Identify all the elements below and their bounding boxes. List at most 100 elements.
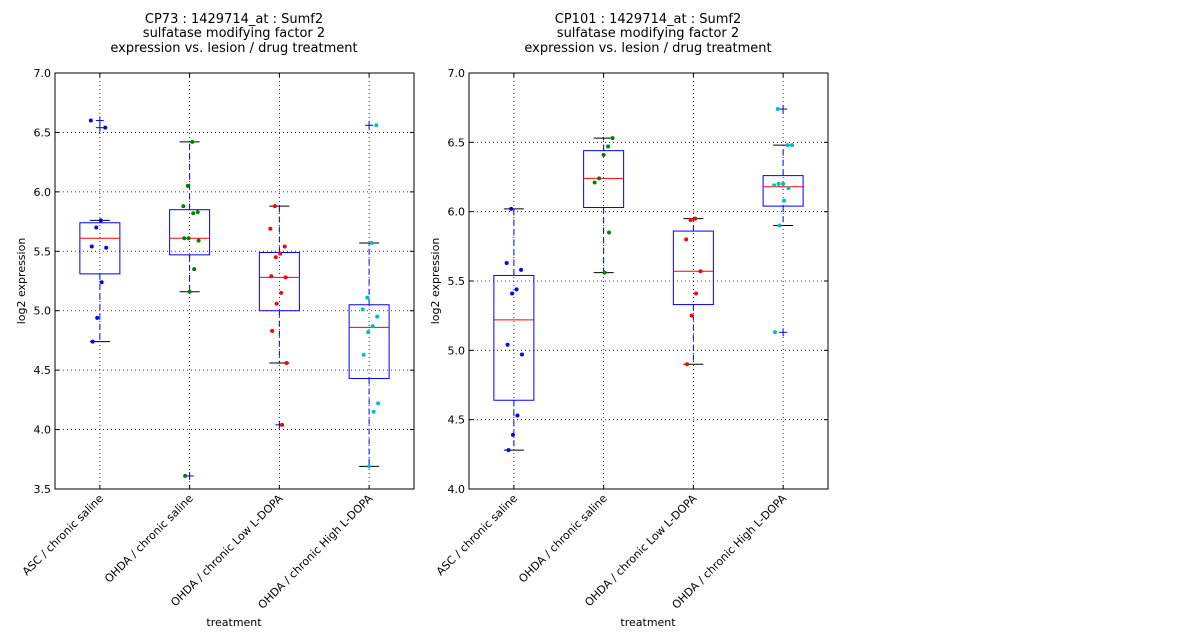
- ytick-label: 7.0: [448, 67, 466, 80]
- data-point: [99, 280, 104, 285]
- ytick-label: 6.0: [34, 186, 52, 199]
- ytick-label: 7.0: [34, 67, 52, 80]
- box: [169, 209, 211, 256]
- data-point: [519, 267, 524, 272]
- panel-right: CP101 : 1429714_at : Sumf2 sulfatase mod…: [429, 12, 829, 629]
- data-point: [186, 236, 191, 241]
- panel-left-title-line-1: CP73 : 1429714_at : Sumf2: [145, 12, 323, 27]
- data-point: [519, 352, 524, 357]
- panel-right-plot: 4.0 4.5 5.0 5.5 6.0 6.5 7.0 ASC / chronic salin…: [434, 67, 829, 612]
- data-point: [273, 255, 278, 260]
- data-point: [374, 123, 379, 128]
- data-point: [376, 401, 381, 406]
- ytick-label: 6.5: [448, 136, 466, 149]
- data-point: [688, 217, 693, 222]
- panel-left-title-line-2: sulfatase modifying factor 2: [143, 26, 325, 41]
- ytick-label: 5.5: [34, 245, 52, 258]
- data-point: [375, 314, 380, 319]
- data-point: [269, 274, 274, 279]
- data-point: [270, 328, 275, 333]
- ytick-label: 4.0: [448, 483, 466, 496]
- data-point: [786, 186, 791, 191]
- data-point: [192, 267, 197, 272]
- data-point: [278, 251, 283, 256]
- data-point: [274, 301, 279, 306]
- data-point: [610, 136, 615, 141]
- data-point: [187, 289, 192, 294]
- data-point: [601, 152, 606, 157]
- data-point: [104, 245, 109, 250]
- data-point: [370, 324, 375, 329]
- data-point: [367, 464, 372, 469]
- data-point: [190, 139, 195, 144]
- data-point: [510, 291, 515, 296]
- ytick-label: 4.0: [34, 424, 52, 437]
- data-point: [284, 361, 289, 366]
- data-point: [183, 473, 188, 478]
- data-point: [268, 226, 273, 231]
- data-point: [685, 362, 690, 367]
- data-point: [592, 180, 597, 185]
- data-point: [607, 230, 612, 235]
- panel-left-xlabel: treatment: [206, 616, 262, 629]
- data-point: [103, 125, 108, 130]
- data-point: [785, 143, 790, 148]
- data-point: [782, 198, 787, 203]
- data-point: [776, 181, 781, 186]
- data-point: [279, 290, 284, 295]
- ytick-label: 6.5: [34, 126, 52, 139]
- data-point: [88, 118, 93, 123]
- data-point: [781, 181, 786, 186]
- data-point: [283, 275, 288, 280]
- data-point: [196, 238, 201, 243]
- panel-right-ylabel: log2 expression: [429, 238, 442, 325]
- data-point: [191, 211, 196, 216]
- data-point: [777, 223, 782, 228]
- data-point: [371, 409, 376, 414]
- panel-left-ylabel: log2 expression: [15, 238, 28, 325]
- data-point: [181, 204, 186, 209]
- data-point: [772, 183, 777, 188]
- data-point: [369, 240, 374, 245]
- xtick-label: ASC / chronic saline: [20, 492, 106, 578]
- data-point: [89, 244, 94, 249]
- data-point: [90, 339, 95, 344]
- data-point: [514, 287, 519, 292]
- data-point: [272, 204, 277, 209]
- ytick-label: 4.5: [34, 364, 52, 377]
- ytick-label: 5.0: [448, 344, 466, 357]
- data-point: [689, 313, 694, 318]
- data-point: [195, 210, 200, 215]
- data-point: [602, 270, 607, 275]
- xtick-label: OHDA / chronic saline: [516, 492, 610, 586]
- data-point: [95, 315, 100, 320]
- box: [348, 304, 390, 379]
- panel-right-title-line-1: CP101 : 1429714_at : Sumf2: [555, 12, 741, 27]
- data-point: [515, 413, 520, 418]
- ytick-label: 4.5: [448, 414, 466, 427]
- data-point: [606, 144, 611, 149]
- ytick-label: 3.5: [34, 483, 52, 496]
- data-point: [94, 225, 99, 230]
- box: [493, 274, 535, 401]
- data-point: [510, 432, 515, 437]
- box: [762, 175, 804, 207]
- xtick-label: OHDA / chronic saline: [102, 492, 196, 586]
- panel-right-title-line-2: sulfatase modifying factor 2: [557, 26, 739, 41]
- data-point: [360, 307, 365, 312]
- data-point: [506, 448, 511, 453]
- data-point: [361, 352, 366, 357]
- panel-left-title-line-3: expression vs. lesion / drug treatment: [110, 41, 357, 56]
- data-point: [282, 244, 287, 249]
- ytick-label: 5.5: [448, 275, 466, 288]
- data-point: [694, 291, 699, 296]
- panel-left: CP73 : 1429714_at : Sumf2 sulfatase modi…: [15, 12, 415, 629]
- box: [583, 150, 625, 209]
- panel-right-title-line-3: expression vs. lesion / drug treatment: [524, 41, 771, 56]
- data-point: [693, 216, 698, 221]
- data-point: [505, 342, 510, 347]
- box: [672, 230, 714, 306]
- data-point: [790, 143, 795, 148]
- data-point: [684, 237, 689, 242]
